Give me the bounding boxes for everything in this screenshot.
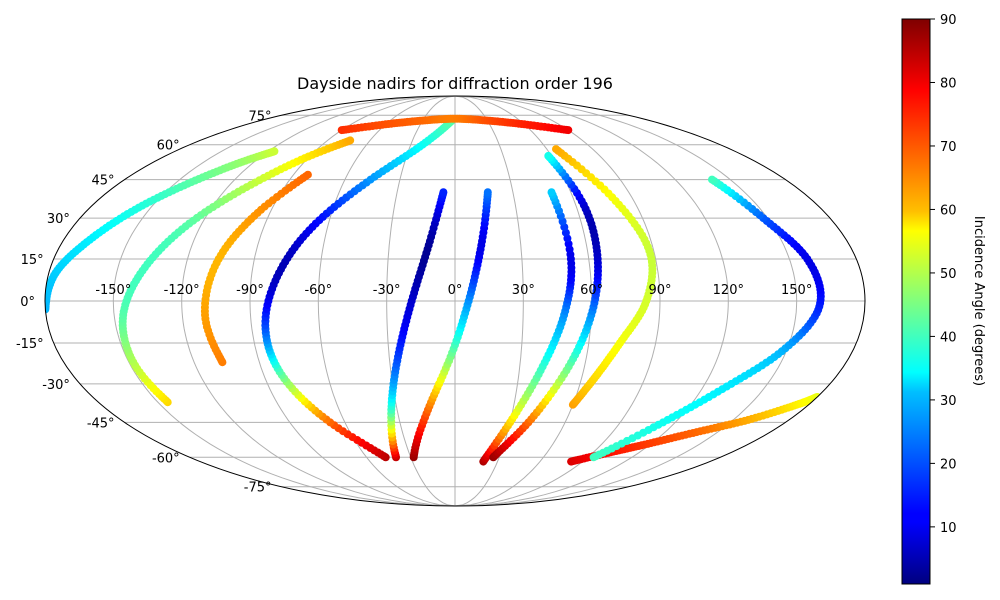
x-tick-label: 90° [648, 283, 671, 298]
y-tick-label: 60° [157, 139, 180, 154]
nadir-point [564, 126, 573, 135]
nadir-point [544, 151, 553, 160]
x-tick-label: 120° [713, 283, 744, 298]
graticule-grid [45, 96, 865, 506]
colorbar-gradient [901, 18, 931, 585]
colorbar-ticks: 10 20 30 40 50 60 70 80 90 [930, 13, 957, 536]
y-tick-label: -75° [244, 481, 272, 496]
colorbar-tick-label: 80 [940, 76, 957, 91]
x-tick-label: -120° [164, 283, 200, 298]
colorbar-tick-label: 30 [940, 394, 957, 409]
y-tick-label: 75° [248, 109, 271, 124]
colorbar: 10 20 30 40 50 60 70 80 90 Incidence Angle (degr… [901, 13, 986, 585]
colorbar-tick-label: 10 [940, 521, 957, 536]
nadir-point [483, 188, 492, 197]
colorbar-tick-label: 90 [940, 13, 957, 28]
y-tick-label: -15° [16, 337, 44, 352]
nadir-point [547, 188, 556, 197]
y-tick-label: -45° [87, 416, 115, 431]
colorbar-tick-label: 20 [940, 457, 957, 472]
colorbar-tick-label: 40 [940, 330, 957, 345]
y-tick-label: 0° [20, 295, 35, 310]
x-tick-label: -90° [236, 283, 264, 298]
nadir-point [439, 188, 448, 197]
x-tick-label: 60° [580, 283, 603, 298]
x-tick-label: -150° [95, 283, 131, 298]
x-tick-label: 150° [781, 283, 812, 298]
x-tick-label: 30° [512, 283, 535, 298]
chart-title: Dayside nadirs for diffraction order 196 [297, 74, 613, 93]
y-tick-label: -30° [42, 378, 70, 393]
nadir-point [552, 145, 560, 154]
colorbar-tick-label: 60 [940, 203, 957, 218]
y-tick-label: 30° [47, 212, 70, 227]
x-tick-label: 0° [448, 283, 463, 298]
longitude-tick-labels: -150° -120° -90° -60° -30° 0° 30° 60° 90° 120° 150… [95, 283, 812, 298]
x-tick-label: -30° [373, 283, 401, 298]
colorbar-label: Incidence Angle (degrees) [971, 216, 986, 386]
x-tick-label: -60° [304, 283, 332, 298]
nadir-point [346, 136, 355, 145]
colorbar-tick-label: 70 [940, 140, 957, 155]
latitude-tick-labels: -75° -60° -45° -30° -15° 0° 15° 30° 45° 60° 75° [16, 109, 272, 495]
data-points [45, 114, 825, 466]
y-tick-label: 15° [21, 253, 44, 268]
nadir-point [708, 175, 716, 184]
colorbar-tick-label: 50 [940, 267, 957, 282]
nadir-point [303, 170, 312, 179]
y-tick-label: -60° [152, 451, 180, 466]
nadir-point [270, 147, 279, 156]
map-boundary [44, 95, 866, 507]
y-tick-label: 45° [92, 174, 115, 189]
